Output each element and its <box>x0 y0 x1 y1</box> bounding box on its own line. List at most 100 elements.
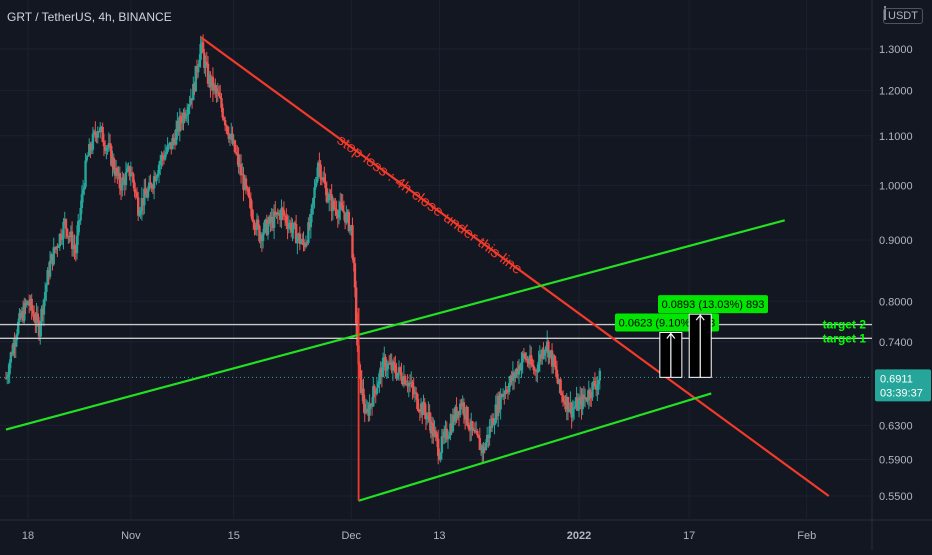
candle-body <box>26 301 30 303</box>
candle-body <box>54 246 58 250</box>
candle-body <box>422 402 425 416</box>
candle-body <box>188 104 191 107</box>
candle-body <box>5 377 9 379</box>
candle-body <box>555 369 559 379</box>
candle-body <box>7 374 10 378</box>
candle-body <box>383 356 386 358</box>
candle-body <box>205 61 208 64</box>
candle-body <box>156 173 159 177</box>
candle-body <box>441 436 445 438</box>
candle-body <box>47 270 51 277</box>
y-tick-label: 1.0000 <box>879 180 913 192</box>
candle-body <box>159 160 162 165</box>
candle-body <box>78 220 81 222</box>
candle-body <box>373 386 376 391</box>
candle-body <box>313 187 316 199</box>
trendline-descending-resistance <box>199 36 830 497</box>
candle-body <box>549 350 553 352</box>
candle-body <box>211 76 215 91</box>
candle-body <box>25 301 28 306</box>
currency-badge[interactable]: USDT <box>883 8 923 24</box>
candle-body <box>467 424 470 430</box>
candle-body <box>20 310 24 319</box>
candle-body <box>511 372 515 381</box>
candle-body <box>296 236 299 244</box>
candle-body <box>536 371 539 373</box>
candle-body <box>554 365 557 370</box>
candle-body <box>520 362 523 370</box>
candle-body <box>537 361 540 372</box>
candle-body <box>498 396 501 410</box>
candle-body <box>334 207 337 210</box>
candle-body <box>287 224 291 229</box>
candle-body <box>304 242 308 247</box>
candle-body <box>411 382 414 389</box>
candle-body <box>255 219 259 231</box>
candle-body <box>122 177 125 179</box>
candle-body <box>400 372 403 381</box>
candle-body <box>328 194 331 201</box>
candle-body <box>149 182 152 184</box>
candle-body <box>74 249 77 254</box>
candle-body <box>247 188 250 196</box>
candle-body <box>465 406 468 420</box>
candle-body <box>32 313 36 321</box>
candle-body <box>274 211 277 215</box>
candle-body <box>564 402 567 410</box>
candle-body <box>42 299 46 315</box>
candle-body <box>438 455 441 460</box>
candle-body <box>516 368 519 375</box>
candle-body <box>587 389 590 401</box>
candle-body <box>369 403 373 405</box>
candle-body <box>416 393 419 410</box>
candle-body <box>275 212 278 215</box>
candle-body <box>563 400 566 403</box>
candle-body <box>18 313 21 322</box>
candle-body <box>121 177 124 191</box>
candle-body <box>446 438 450 440</box>
candle-body <box>463 415 467 420</box>
candle-body <box>574 406 577 408</box>
candle-body <box>585 397 588 401</box>
candle-body <box>330 194 333 212</box>
candle-body <box>35 313 38 324</box>
candle-body <box>566 396 570 412</box>
candle-body <box>227 133 231 140</box>
last-price-value: 0.6911 <box>880 373 913 385</box>
candle-body <box>272 211 276 228</box>
candle-body <box>181 121 184 124</box>
candle-body <box>472 429 475 431</box>
candle-body <box>440 436 444 454</box>
candle-body <box>519 365 522 370</box>
candle-body <box>423 402 426 413</box>
candle-body <box>570 402 573 418</box>
candle-body <box>347 211 351 231</box>
candle-body <box>309 214 313 228</box>
candle-body <box>135 192 139 198</box>
x-tick-label: Nov <box>121 530 141 542</box>
candle-body <box>302 239 305 246</box>
candle-body <box>165 151 168 155</box>
candle-body <box>316 162 320 178</box>
candle-body <box>94 131 97 136</box>
candle-body <box>157 164 161 174</box>
candle-body <box>256 219 260 226</box>
x-tick-label: Dec <box>341 530 361 542</box>
candle-body <box>462 402 466 416</box>
candle-body <box>161 155 164 158</box>
candle-body <box>21 310 25 321</box>
candle-body <box>298 233 302 244</box>
candle-body <box>365 408 369 410</box>
candle-body <box>345 212 348 223</box>
candle-body <box>237 154 240 168</box>
candle-body <box>590 397 593 399</box>
candle-body <box>433 430 436 437</box>
candle-body <box>439 453 442 460</box>
candle-body <box>346 211 349 213</box>
candle-body <box>293 222 297 224</box>
candle-body <box>192 83 195 101</box>
candle-body <box>363 403 366 414</box>
candle-body <box>41 308 44 315</box>
candle-body <box>294 223 298 244</box>
